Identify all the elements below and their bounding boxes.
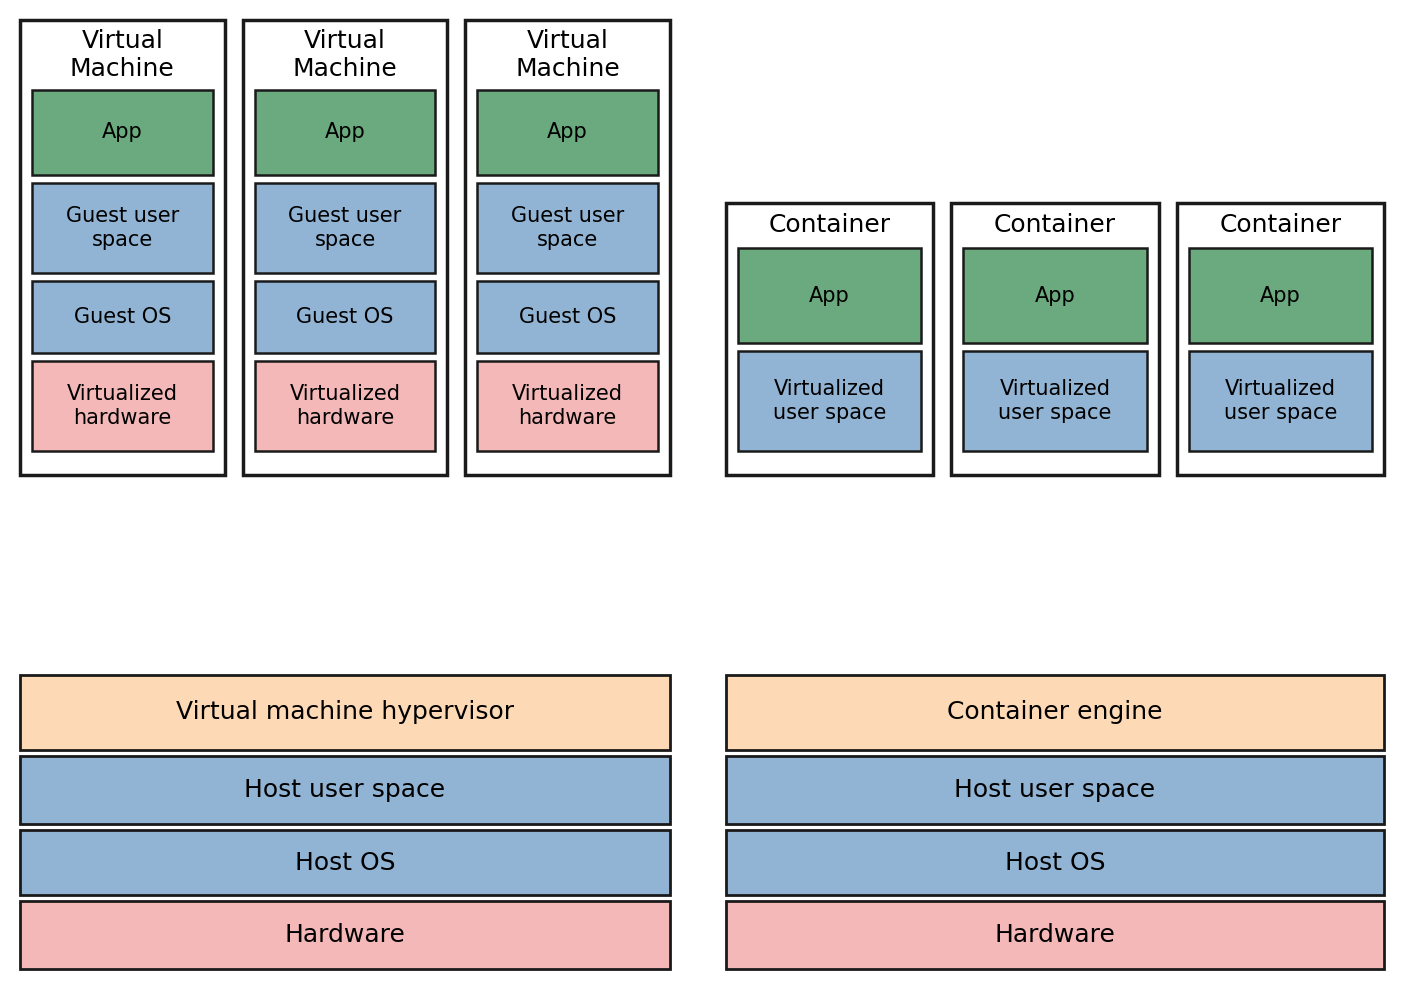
FancyBboxPatch shape bbox=[20, 901, 670, 969]
Text: Virtualized
hardware: Virtualized hardware bbox=[289, 385, 400, 427]
FancyBboxPatch shape bbox=[726, 756, 1384, 824]
Text: Virtual
Machine: Virtual Machine bbox=[515, 29, 621, 81]
Text: App: App bbox=[324, 123, 365, 142]
FancyBboxPatch shape bbox=[254, 281, 435, 353]
Text: Container: Container bbox=[1219, 214, 1341, 237]
FancyBboxPatch shape bbox=[20, 830, 670, 895]
Text: Hardware: Hardware bbox=[994, 923, 1115, 947]
Text: Host OS: Host OS bbox=[1005, 851, 1105, 874]
Text: App: App bbox=[1259, 286, 1300, 306]
Text: Guest OS: Guest OS bbox=[296, 307, 393, 327]
FancyBboxPatch shape bbox=[739, 351, 921, 451]
FancyBboxPatch shape bbox=[739, 248, 921, 343]
FancyBboxPatch shape bbox=[254, 90, 435, 175]
FancyBboxPatch shape bbox=[477, 183, 658, 273]
FancyBboxPatch shape bbox=[1189, 351, 1372, 451]
FancyBboxPatch shape bbox=[726, 830, 1384, 895]
FancyBboxPatch shape bbox=[32, 183, 212, 273]
Text: Virtualized
user space: Virtualized user space bbox=[774, 380, 886, 422]
FancyBboxPatch shape bbox=[1189, 248, 1372, 343]
FancyBboxPatch shape bbox=[32, 281, 212, 353]
FancyBboxPatch shape bbox=[726, 675, 1384, 750]
Text: Virtual
Machine: Virtual Machine bbox=[70, 29, 174, 81]
Text: Hardware: Hardware bbox=[285, 923, 406, 947]
FancyBboxPatch shape bbox=[963, 248, 1147, 343]
Text: App: App bbox=[809, 286, 849, 306]
FancyBboxPatch shape bbox=[20, 756, 670, 824]
FancyBboxPatch shape bbox=[254, 183, 435, 273]
Text: Container: Container bbox=[768, 214, 890, 237]
Text: Guest user
space: Guest user space bbox=[66, 207, 178, 249]
FancyBboxPatch shape bbox=[477, 281, 658, 353]
FancyBboxPatch shape bbox=[963, 351, 1147, 451]
FancyBboxPatch shape bbox=[726, 901, 1384, 969]
FancyBboxPatch shape bbox=[32, 90, 212, 175]
Text: Host user space: Host user space bbox=[244, 778, 445, 802]
Text: Guest OS: Guest OS bbox=[519, 307, 616, 327]
Text: App: App bbox=[102, 123, 143, 142]
Text: Virtualized
user space: Virtualized user space bbox=[998, 380, 1112, 422]
Text: Virtual machine hypervisor: Virtual machine hypervisor bbox=[176, 700, 514, 725]
FancyBboxPatch shape bbox=[952, 203, 1158, 475]
FancyBboxPatch shape bbox=[20, 20, 225, 475]
Text: Virtualized
hardware: Virtualized hardware bbox=[512, 385, 623, 427]
Text: App: App bbox=[1035, 286, 1075, 306]
FancyBboxPatch shape bbox=[726, 203, 934, 475]
Text: Guest OS: Guest OS bbox=[73, 307, 171, 327]
Text: Host OS: Host OS bbox=[295, 851, 396, 874]
FancyBboxPatch shape bbox=[477, 361, 658, 451]
Text: Host user space: Host user space bbox=[955, 778, 1155, 802]
Text: Guest user
space: Guest user space bbox=[511, 207, 625, 249]
Text: Container engine: Container engine bbox=[948, 700, 1163, 725]
Text: App: App bbox=[548, 123, 588, 142]
FancyBboxPatch shape bbox=[243, 20, 448, 475]
Text: Container: Container bbox=[994, 214, 1116, 237]
Text: Virtualized
hardware: Virtualized hardware bbox=[67, 385, 178, 427]
Text: Virtual
Machine: Virtual Machine bbox=[292, 29, 397, 81]
FancyBboxPatch shape bbox=[477, 90, 658, 175]
FancyBboxPatch shape bbox=[1177, 203, 1384, 475]
Text: Guest user
space: Guest user space bbox=[288, 207, 402, 249]
FancyBboxPatch shape bbox=[32, 361, 212, 451]
FancyBboxPatch shape bbox=[254, 361, 435, 451]
FancyBboxPatch shape bbox=[20, 675, 670, 750]
Text: Virtualized
user space: Virtualized user space bbox=[1224, 380, 1337, 422]
FancyBboxPatch shape bbox=[465, 20, 670, 475]
